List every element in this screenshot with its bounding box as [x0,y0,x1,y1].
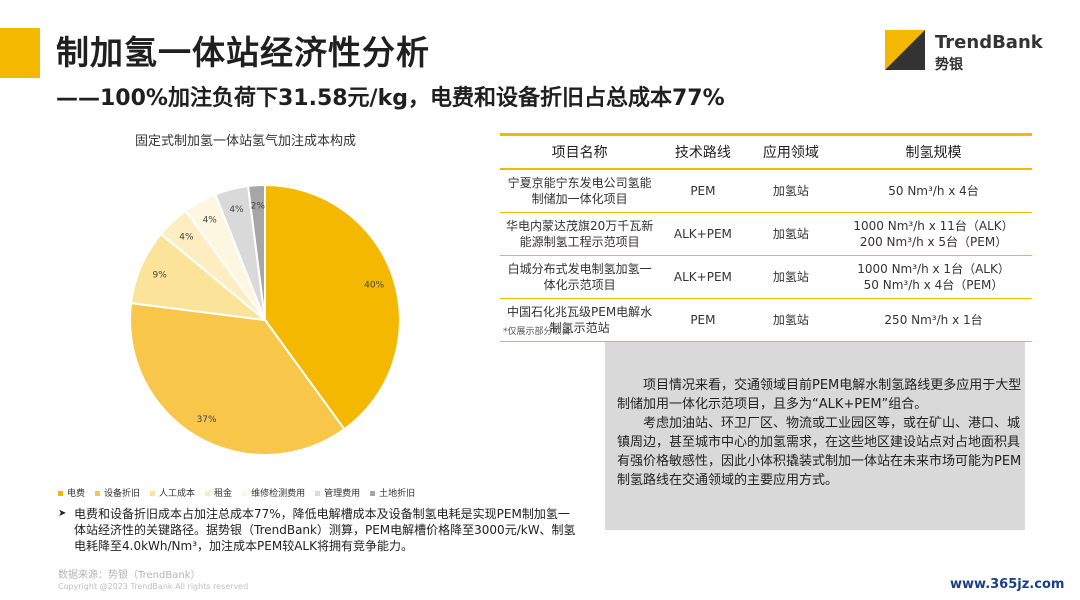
cell-scale: 50 Nm³/h x 4台 [835,169,1032,213]
scale-line: 1000 Nm³/h x 11台（ALK） [853,219,1014,233]
watermark: www.365jz.com [950,577,1065,592]
cell-field: 加氢站 [746,212,836,256]
cell-tech: PEM [659,298,747,342]
legend-label: 租金 [214,489,233,499]
scale-line: 50 Nm³/h x 4台（PEM） [863,278,1004,292]
legend-swatch [58,491,63,496]
cell-project-name: 华电内蒙达茂旗20万千瓦新能源制氢工程示范项目 [500,212,660,256]
scale-line: 200 Nm³/h x 5台（PEM） [859,235,1008,249]
cell-scale: 250 Nm³/h x 1台 [835,298,1032,342]
legend-item-5: 管理费用 [315,486,360,499]
table-header-row: 项目名称 技术路线 应用领域 制氢规模 [500,133,1032,170]
legend-item-2: 人工成本 [150,486,195,499]
page-title: 制加氢一体站经济性分析 [56,33,430,72]
scale-line: 250 Nm³/h x 1台 [884,313,983,327]
pie-data-label-0: 40% [364,281,384,291]
cell-tech: PEM [659,169,747,213]
chart-legend: 电费 设备折旧 人工成本 租金 维修检测费用 管理费用 土地折旧 [58,486,425,499]
table-row: 华电内蒙达茂旗20万千瓦新能源制氢工程示范项目 ALK+PEM 加氢站 1000… [500,212,1032,256]
cell-scale: 1000 Nm³/h x 11台（ALK） 200 Nm³/h x 5台（PEM） [835,212,1032,256]
table-row: 白城分布式发电制氢加氢一体化示范项目 ALK+PEM 加氢站 1000 Nm³/… [500,255,1032,299]
analysis-paragraph-1: 项目情况来看，交通领域目前PEM电解水制氢路线更多应用于大型制储加用一体化示范项… [617,378,1022,412]
pie-slice-6 [246,183,266,321]
table-footnote: *仅展示部分项目 [503,327,571,337]
pie-chart: 40% 37% 9% 4% 4% 4% 2% [129,183,401,456]
cell-project-name: 中国石化兆瓦级PEM电解水制氢示范站 [500,298,660,342]
note-bullet: ➤ [58,508,67,519]
analysis-paragraph-2: 考虑加油站、环卫厂区、物流或工业园区等，或在矿山、港口、城镇周边，甚至城市中心的… [617,416,1022,488]
cell-field: 加氢站 [746,169,836,213]
header-project-name: 项目名称 [500,133,660,170]
pie-data-label-5: 4% [229,205,244,215]
legend-label: 设备折旧 [104,489,141,499]
left-note: ➤ 电费和设备折旧成本占加注总成本77%，降低电解槽成本及设备制氢电耗是实现PE… [58,506,578,554]
legend-label: 维修检测费用 [251,489,306,499]
project-table: 项目名称 技术路线 应用领域 制氢规模 宁夏京能宁东发电公司氢能制储加一体化项目… [500,133,1032,342]
legend-item-4: 维修检测费用 [242,486,305,499]
cell-project-name: 宁夏京能宁东发电公司氢能制储加一体化项目 [500,169,660,213]
cell-tech: ALK+PEM [659,212,747,256]
legend-item-1: 设备折旧 [95,486,140,499]
table-row: 中国石化兆瓦级PEM电解水制氢示范站 PEM 加氢站 250 Nm³/h x 1… [500,298,1032,342]
logo-name: TrendBank [935,32,1043,53]
legend-label: 电费 [67,489,86,499]
note-text: 电费和设备折旧成本占加注总成本77%，降低电解槽成本及设备制氢电耗是实现PEM制… [74,507,576,553]
legend-swatch [242,491,248,496]
copyright: Copyright @2023 TrendBank All rights res… [58,582,249,591]
legend-label: 土地折旧 [379,489,416,499]
pie-slice-1 [129,301,346,456]
legend-item-3: 租金 [205,486,232,499]
title-accent-bar [0,28,40,78]
logo-mark-icon [885,30,925,70]
legend-swatch [150,491,156,496]
pie-data-label-1: 37% [197,415,217,425]
cell-field: 加氢站 [746,255,836,299]
data-source: 数据来源：势银（TrendBank） [58,570,201,581]
logo-cn: 势银 [935,57,963,73]
pie-data-label-2: 9% [153,270,168,280]
pie-data-label-3: 4% [179,232,194,242]
table-row: 宁夏京能宁东发电公司氢能制储加一体化项目 PEM 加氢站 50 Nm³/h x … [500,169,1032,213]
legend-item-0: 电费 [58,486,85,499]
chart-title: 固定式制加氢一体站氢气加注成本构成 [135,134,357,149]
header-tech-route: 技术路线 [659,133,747,170]
cell-scale: 1000 Nm³/h x 1台（ALK） 50 Nm³/h x 4台（PEM） [835,255,1032,299]
legend-item-6: 土地折旧 [370,486,415,499]
scale-line: 1000 Nm³/h x 1台（ALK） [857,262,1010,276]
page-subtitle: ——100%加注负荷下31.58元/kg，电费和设备折旧占总成本77% [56,86,725,111]
legend-swatch [315,491,321,496]
pie-data-label-6: 2% [251,201,266,211]
cell-tech: ALK+PEM [659,255,747,299]
pie-slice-0 [264,183,401,431]
scale-line: 50 Nm³/h x 4台 [888,184,979,198]
header-application: 应用领域 [746,133,836,170]
cell-field: 加氢站 [746,298,836,342]
legend-swatch [205,491,211,496]
pie-data-label-4: 4% [203,215,218,225]
header-scale: 制氢规模 [835,133,1032,170]
analysis-box: 项目情况来看，交通领域目前PEM电解水制氢路线更多应用于大型制储加用一体化示范项… [605,342,1025,530]
cell-project-name: 白城分布式发电制氢加氢一体化示范项目 [500,255,660,299]
legend-swatch [95,491,101,496]
trendbank-logo: TrendBank 势银 [885,30,1055,76]
legend-label: 管理费用 [324,489,361,499]
legend-swatch [370,491,376,496]
legend-label: 人工成本 [159,489,196,499]
